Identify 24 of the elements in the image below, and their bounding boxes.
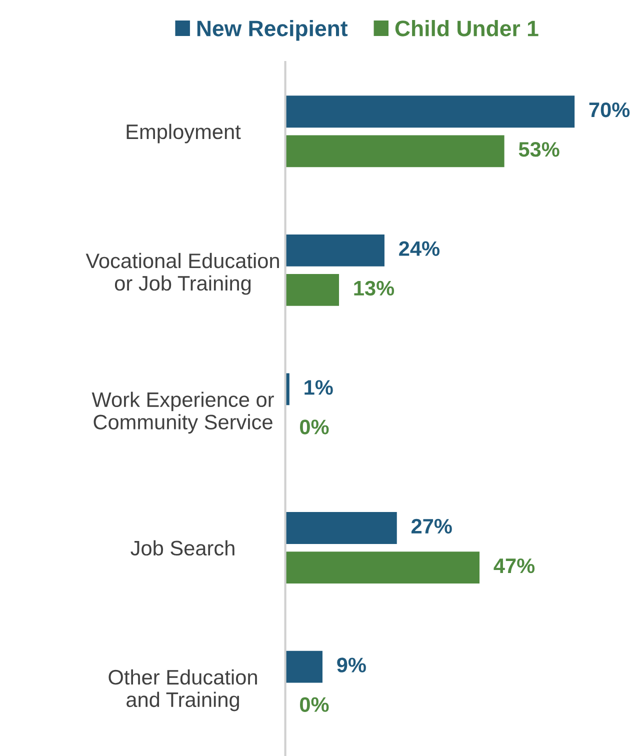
y-tick-label: Employment	[126, 124, 241, 144]
data-label: 53%	[518, 142, 560, 157]
bar	[285, 274, 340, 306]
bar	[285, 650, 322, 683]
data-label: 13%	[354, 280, 394, 296]
bar	[285, 552, 480, 584]
data-label: 0%	[300, 697, 329, 712]
data-label: 9%	[337, 658, 366, 672]
data-label: 27%	[411, 518, 452, 534]
y-tick-label: Job Search	[130, 540, 234, 556]
data-label: 1%	[304, 380, 333, 395]
bar	[285, 234, 384, 266]
bar	[285, 135, 504, 168]
data-label: 70%	[589, 102, 630, 118]
bar	[285, 512, 397, 544]
legend-label: New Recipient	[197, 20, 348, 41]
data-label: 24%	[399, 241, 440, 256]
y-tick-label: Vocational Education or Job Training	[86, 252, 279, 295]
legend-label: Child Under 1	[395, 20, 538, 36]
y-tick-label: Other Education and Training	[108, 669, 257, 712]
bar	[285, 96, 575, 128]
data-label: 0%	[300, 420, 329, 434]
data-label: 47%	[494, 558, 535, 574]
y-tick-label: Work Experience or Community Service	[92, 392, 274, 434]
